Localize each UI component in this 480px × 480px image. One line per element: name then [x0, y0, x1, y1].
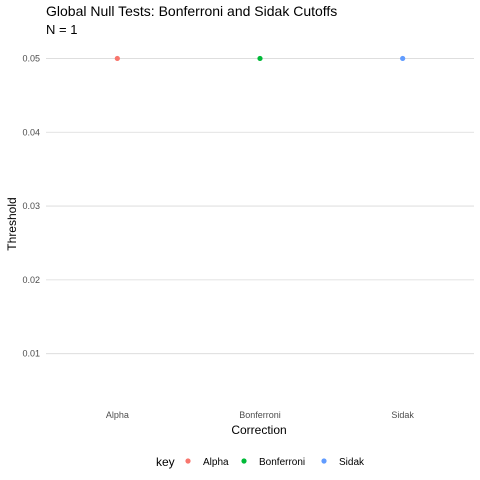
y-tick-label: 0.01	[22, 349, 40, 359]
data-point	[114, 55, 120, 62]
data-points	[114, 55, 406, 62]
legend-entry: Bonferroni	[259, 457, 305, 468]
y-axis-title: Threshold	[5, 197, 19, 250]
chart-title: Global Null Tests: Bonferroni and Sidak …	[46, 3, 337, 19]
legend-key	[185, 458, 191, 464]
y-tick-label: 0.05	[22, 53, 40, 63]
legend-entry: Sidak	[339, 457, 365, 468]
data-point	[400, 55, 406, 62]
x-axis-title: Correction	[231, 423, 286, 437]
y-axis-ticks: 0.01 0.02 0.03 0.04 0.05	[22, 53, 40, 358]
legend-key	[241, 458, 247, 464]
data-point	[257, 55, 263, 62]
legend-title: key	[156, 455, 175, 469]
legend: key Alpha Bonferroni Sidak	[156, 455, 365, 469]
legend-entry: Alpha	[203, 457, 229, 468]
y-tick-label: 0.02	[22, 275, 40, 285]
y-tick-label: 0.04	[22, 127, 40, 137]
x-tick-label: Bonferroni	[239, 410, 281, 420]
x-tick-label: Alpha	[106, 410, 129, 420]
y-tick-label: 0.03	[22, 201, 40, 211]
x-tick-label: Sidak	[391, 410, 414, 420]
grid	[46, 58, 474, 355]
x-axis-ticks: Alpha Bonferroni Sidak	[106, 410, 415, 420]
legend-key	[321, 458, 327, 464]
chart-subtitle: N = 1	[46, 22, 77, 37]
